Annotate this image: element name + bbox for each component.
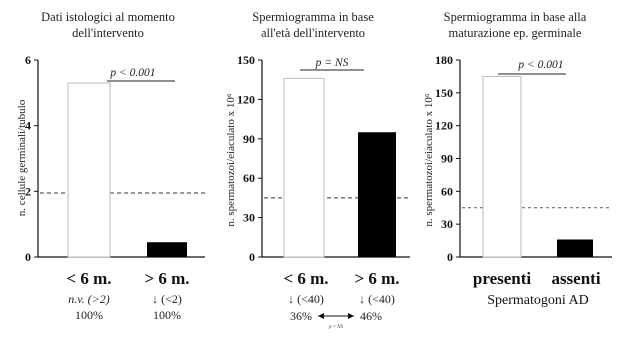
panel-3-tick-label: 0: [447, 250, 453, 264]
panel-1-tick-label: 6: [25, 53, 31, 67]
panel-2-y-ticks: 0 30 60 90 120 150: [237, 53, 262, 264]
panel-2-note-1a: ↓ (<40): [288, 292, 324, 306]
panel-1-y-axis-label: n. cellule germinali/tubulo: [16, 99, 28, 216]
panel-2-note-2a: ↓ (<40): [359, 292, 395, 306]
panel-1-note-1a: n.v. (>2): [68, 292, 110, 306]
panel-3-p-value: p < 0.001: [517, 59, 563, 71]
panel-1-y-ticks: 0 2 4 6: [25, 53, 38, 264]
panel-1-note-1b: 100%: [75, 308, 103, 322]
panel-3-bar-assenti: [557, 239, 593, 257]
panel-2-note-2b: 46%: [360, 309, 382, 323]
panel-1-p-value: p < 0.001: [109, 67, 155, 79]
panel-1-category-2: > 6 m.: [144, 269, 189, 288]
panel-3: Spermiogramma in base alla maturazione e…: [423, 10, 612, 308]
panel-1-tick-label: 4: [25, 119, 31, 133]
panel-3-tick-label: 180: [435, 53, 453, 67]
panel-2-bar-gt6m: [358, 132, 396, 257]
panel-2-category-2: > 6 m.: [354, 269, 399, 288]
panel-3-x-axis-label: Spermatogoni AD: [487, 293, 589, 308]
panel-2-tick-label: 60: [243, 171, 255, 185]
panel-2-tick-label: 150: [237, 53, 255, 67]
panel-3-tick-label: 150: [435, 86, 453, 100]
panel-2-tick-label: 30: [243, 211, 255, 225]
panel-2-comparison-arrow: [318, 313, 354, 319]
panel-2-title-line-1: Spermiogramma in base: [252, 10, 374, 24]
panel-3-category-1: presenti: [473, 269, 532, 288]
panel-3-y-ticks: 0 30 60 90 120 150 180: [435, 53, 460, 264]
panel-1-bar-lt6m: [67, 82, 111, 258]
panel-1-note-2a: ↓ (<2): [152, 292, 182, 306]
panel-3-tick-label: 90: [441, 152, 453, 166]
panel-3-title-line-1: Spermiogramma in base alla: [444, 10, 587, 24]
panel-2-category-1: < 6 m.: [283, 269, 328, 288]
panel-2-bar-lt6m: [283, 77, 325, 258]
panel-3-tick-label: 60: [441, 184, 453, 198]
panel-3-y-axis-label: n. spermatozoi/eiaculato x 10⁶: [423, 93, 435, 227]
panel-3-bar-presenti: [482, 75, 522, 258]
panel-2-p-value: p = NS: [315, 57, 349, 69]
panel-1-tick-label: 0: [25, 250, 31, 264]
panel-1-category-1: < 6 m.: [66, 269, 111, 288]
panel-2-note-1b: 36%: [290, 309, 312, 323]
panel-1: Dati istologici al momento dell'interven…: [16, 10, 205, 322]
panel-2-y-axis-label: n. spermatozoi/eiaculato x 10⁶: [225, 93, 237, 227]
panel-1-tick-label: 2: [25, 184, 31, 198]
panel-1-title-line-2: dell'intervento: [72, 26, 144, 40]
panel-2-tick-label: 90: [243, 132, 255, 146]
panel-2-tick-label: 0: [249, 250, 255, 264]
panel-1-title-line-1: Dati istologici al momento: [41, 10, 175, 24]
panel-2-tick-label: 120: [237, 92, 255, 106]
panel-2-title-line-2: all'età dell'intervento: [261, 26, 365, 40]
panel-3-tick-label: 30: [441, 217, 453, 231]
panel-3-category-2: assenti: [551, 269, 600, 288]
panel-3-title-line-2: maturazione ep. germinale: [449, 26, 582, 40]
panel-2: Spermiogramma in base all'età dell'inter…: [225, 10, 410, 330]
panel-3-tick-label: 120: [435, 119, 453, 133]
panel-2-comparison-p-value: p = NS: [328, 325, 344, 330]
panel-1-bar-gt6m: [147, 242, 187, 257]
panel-1-note-2b: 100%: [153, 308, 181, 322]
